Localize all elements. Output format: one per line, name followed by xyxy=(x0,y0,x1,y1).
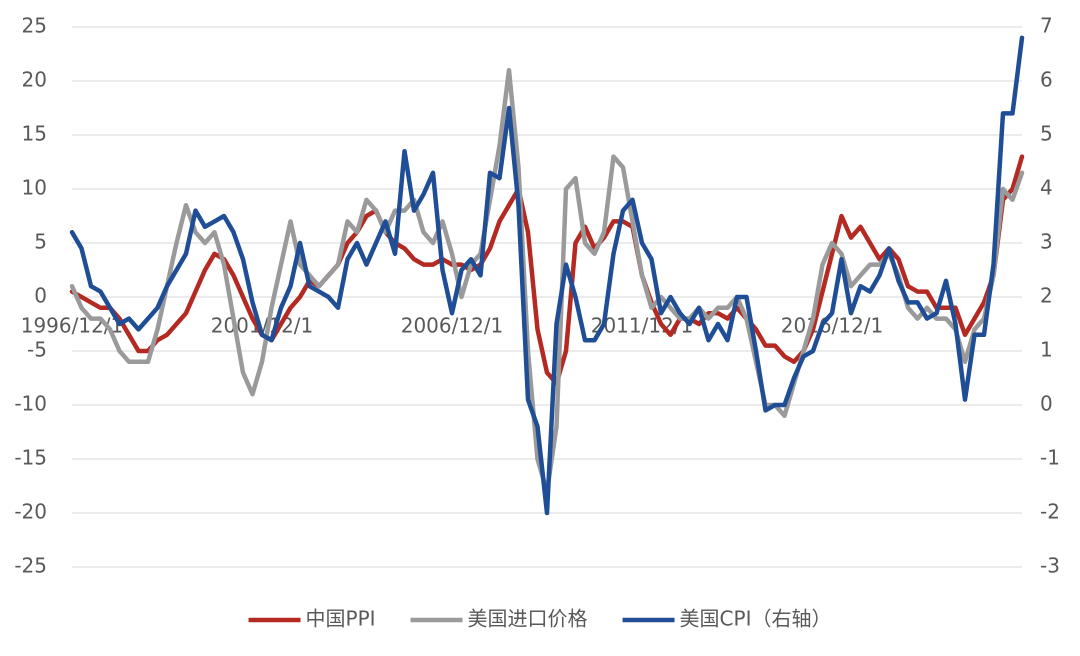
legend-label: 中国PPI xyxy=(306,607,376,631)
series-line xyxy=(69,154,1025,386)
y-tick-label: 0 xyxy=(34,284,47,308)
series-line xyxy=(69,35,1025,516)
series-line xyxy=(69,67,1025,494)
y2-tick-label: -3 xyxy=(1040,554,1060,578)
y-tick-label: -25 xyxy=(14,554,47,578)
y-tick-label: 20 xyxy=(22,68,47,92)
y-tick-label: 25 xyxy=(22,14,47,38)
legend-label: 美国进口价格 xyxy=(468,607,588,631)
y2-tick-label: 2 xyxy=(1040,284,1053,308)
x-tick-label: 2016/12/1 xyxy=(781,314,884,338)
y2-tick-label: 4 xyxy=(1040,176,1053,200)
y2-tick-label: 5 xyxy=(1040,122,1053,146)
y-tick-label: -20 xyxy=(14,500,47,524)
y2-tick-label: 6 xyxy=(1040,68,1053,92)
y-tick-label: -5 xyxy=(27,338,47,362)
legend-label: 美国CPI（右轴） xyxy=(680,607,832,631)
y2-tick-label: 1 xyxy=(1040,338,1053,362)
y2-tick-label: 7 xyxy=(1040,14,1053,38)
y2-tick-label: -2 xyxy=(1040,500,1060,524)
y2-tick-label: 3 xyxy=(1040,230,1053,254)
y-tick-label: 10 xyxy=(22,176,47,200)
y-tick-label: 5 xyxy=(34,230,47,254)
y-tick-label: 15 xyxy=(22,122,47,146)
y2-tick-label: -1 xyxy=(1040,446,1060,470)
y2-tick-label: 0 xyxy=(1040,392,1053,416)
y-tick-label: -10 xyxy=(14,392,47,416)
y-tick-label: -15 xyxy=(14,446,47,470)
x-tick-label: 2006/12/1 xyxy=(401,314,504,338)
